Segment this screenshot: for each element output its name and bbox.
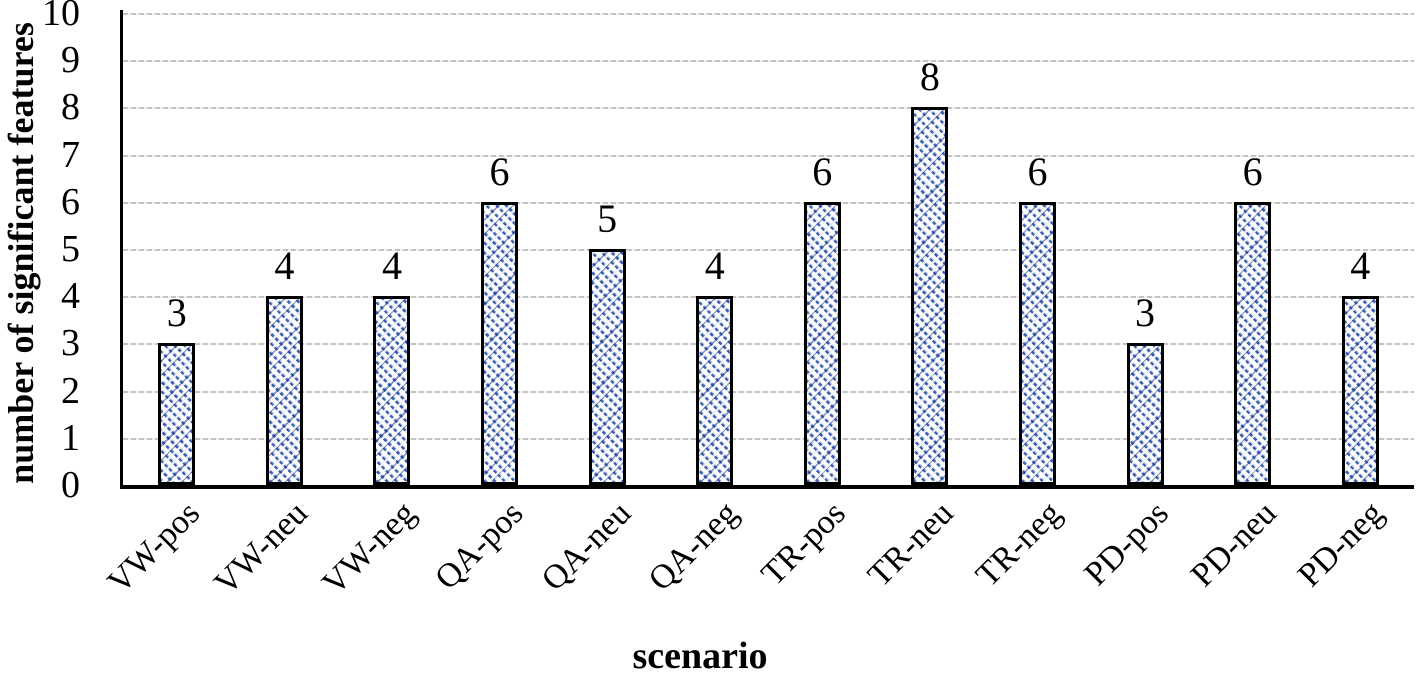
bar-VW-pos (158, 343, 196, 485)
y-tick-label: 8 (61, 86, 80, 129)
gridline (123, 13, 1414, 15)
gridline (123, 390, 1414, 393)
bar-value-label: 6 (1242, 148, 1263, 194)
bar-value-label: 6 (812, 148, 833, 194)
y-axis-line (120, 10, 123, 489)
gridline (123, 154, 1414, 157)
gridline (123, 60, 1414, 63)
bar-QA-neu (588, 249, 626, 485)
bar-value-label: 6 (1027, 148, 1048, 194)
gridline (123, 201, 1414, 204)
gridline (123, 343, 1414, 346)
gridline (123, 249, 1414, 251)
y-tick-label: 5 (61, 228, 80, 270)
y-tick-label: 2 (61, 369, 80, 412)
bar-PD-neu (1234, 201, 1272, 485)
bar-VW-neu (265, 296, 303, 485)
x-axis-line (120, 485, 1414, 489)
y-tick-label: 10 (42, 0, 80, 34)
y-tick-label: 4 (61, 275, 80, 318)
bar-value-label: 3 (1135, 290, 1156, 336)
plot-area: 3 4 4 6 5 4 6 8 6 3 6 4 (123, 13, 1414, 485)
y-tick-label: 9 (61, 39, 80, 82)
bar-PD-neg (1341, 296, 1379, 485)
bar-value-label: 5 (597, 196, 618, 241)
y-tick-label: 3 (61, 322, 80, 365)
y-tick-label: 0 (61, 464, 80, 506)
x-axis-title: scenario (632, 635, 768, 677)
bar-value-label: 4 (274, 243, 295, 289)
gridline (123, 437, 1414, 440)
bar-VW-neg (373, 296, 411, 485)
bar-QA-neg (696, 296, 734, 485)
y-tick-label: 7 (61, 133, 80, 176)
bar-value-label: 4 (1350, 243, 1371, 289)
bar-TR-neu (911, 107, 949, 485)
bar-value-label: 6 (489, 148, 510, 194)
y-tick-label: 6 (61, 180, 80, 223)
bar-TR-pos (803, 201, 841, 485)
bar-PD-pos (1126, 343, 1164, 485)
gridline (123, 107, 1414, 110)
y-tick-label: 1 (61, 416, 80, 459)
bar-value-label: 8 (919, 54, 940, 100)
bar-value-label: 4 (381, 243, 402, 289)
bar-QA-pos (481, 201, 519, 485)
bar-TR-neg (1018, 201, 1056, 485)
bar-value-label: 3 (166, 290, 187, 336)
bar-value-label: 4 (704, 243, 725, 289)
gridline (123, 296, 1414, 299)
